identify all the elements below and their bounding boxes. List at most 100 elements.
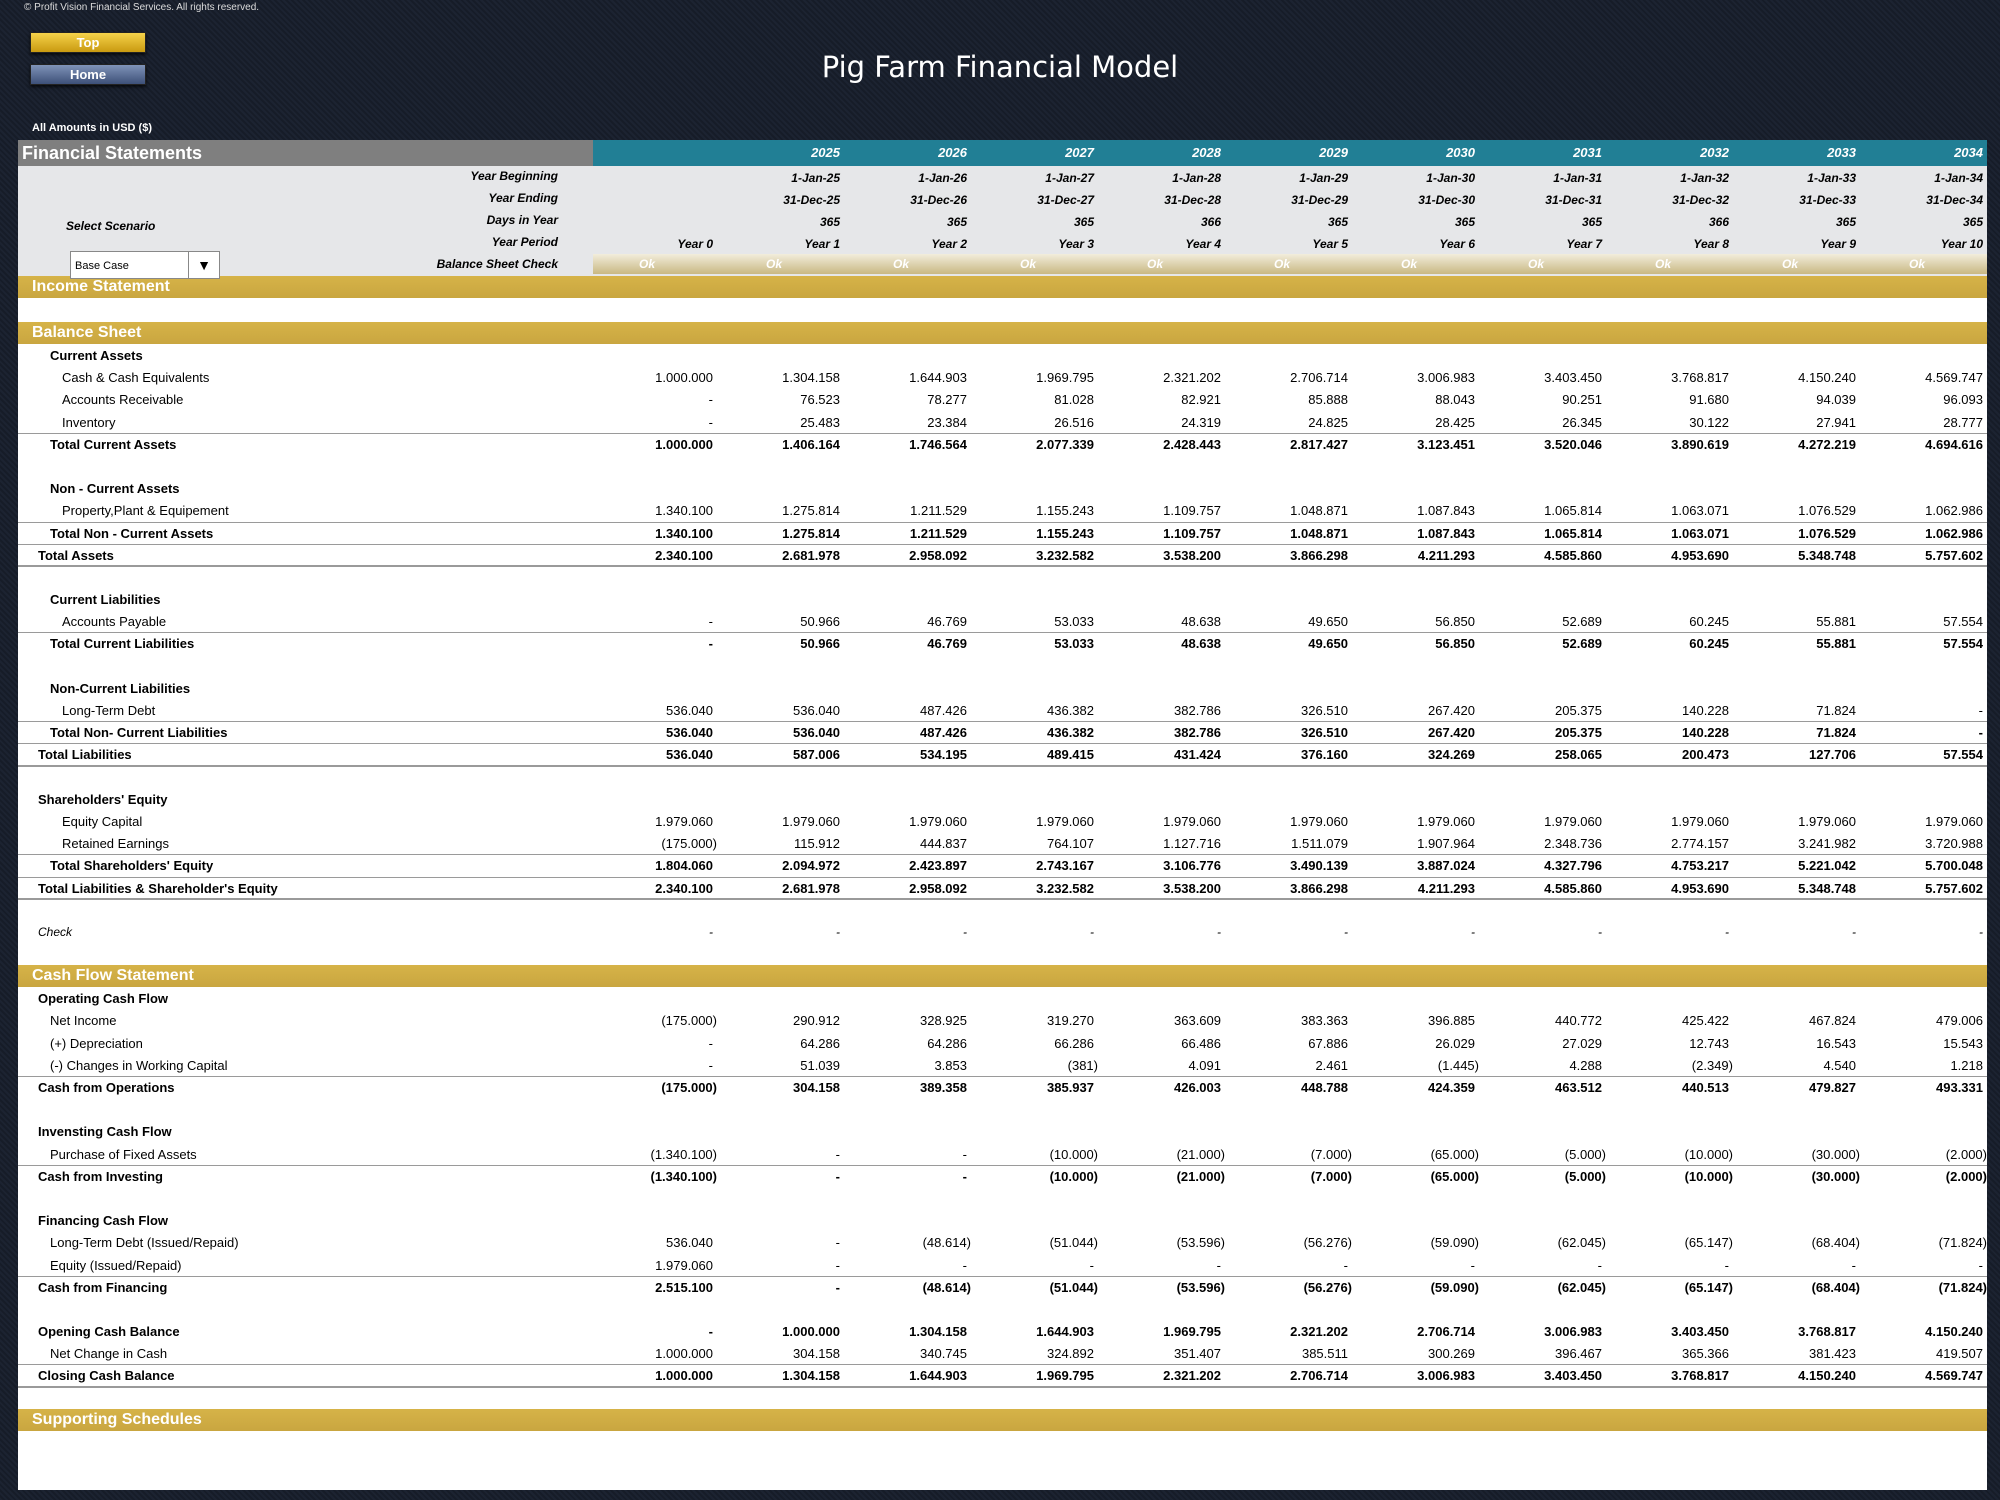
year-header-2032: 2032	[1700, 145, 1729, 160]
row-label: Invensting Cash Flow	[38, 1124, 172, 1140]
table-row: Financing Cash Flow	[18, 1209, 1987, 1231]
cell-value: (10.000)	[1049, 1168, 1098, 1184]
table-row: Invensting Cash Flow	[18, 1120, 1987, 1142]
balance-check-value: Ok	[1781, 257, 1798, 271]
cell-value: (62.045)	[1557, 1235, 1606, 1251]
cell-value: 764.107	[1047, 836, 1094, 852]
cell-value: 3.403.450	[1544, 1368, 1602, 1384]
cell-value: 1.340.100	[655, 503, 713, 519]
cell-value: 426.003	[1174, 1080, 1221, 1095]
cell-value: (51.044)	[1049, 1279, 1098, 1295]
cell-value: 64.286	[927, 1035, 967, 1051]
cell-value: 396.885	[1428, 1013, 1475, 1029]
home-button[interactable]: Home	[30, 64, 146, 85]
section-balance-sheet: Balance Sheet	[18, 322, 1987, 344]
cell-value: (53.596)	[1176, 1279, 1225, 1295]
cell-value: 1.969.795	[1036, 370, 1094, 386]
cell-value: 536.040	[793, 703, 840, 718]
sheet-header: Financial Statements 2025 2026 2027 2028 202…	[18, 140, 1987, 166]
cell-value: 48.638	[1181, 636, 1221, 652]
scenario-dropdown[interactable]: Base Case ▼	[70, 251, 220, 279]
table-row: Retained Earnings (175.000) 115.912 444.837…	[18, 832, 1987, 854]
table-row: Cash & Cash Equivalents 1.000.000 1.304.15…	[18, 366, 1987, 388]
table-row: Non - Current Assets	[18, 477, 1987, 499]
cell-value: 91.680	[1689, 392, 1729, 408]
cell-value: -	[1090, 924, 1094, 939]
year-period-value: Year 10	[1940, 237, 1983, 251]
table-row: Net Income (175.000) 290.912 328.925 319.270…	[18, 1009, 1987, 1031]
table-row: Total Current Liabilities - 50.966 46.769 53…	[18, 632, 1987, 654]
cell-value: 64.286	[800, 1035, 840, 1051]
year-beginning-label: Year Beginning	[470, 169, 558, 183]
cell-value: (65.147)	[1684, 1235, 1733, 1251]
cell-value: 1.076.529	[1798, 503, 1856, 519]
table-row: Current Assets	[18, 344, 1987, 366]
table-row: Check - - - - - - - - - - -	[18, 921, 1987, 943]
row-label: Financing Cash Flow	[38, 1213, 169, 1229]
year-beginning-value: 1-Jan-28	[1172, 171, 1221, 185]
cell-value: 55.881	[1816, 614, 1856, 630]
cell-value: 3.768.817	[1671, 1368, 1729, 1384]
cell-value: 2.321.202	[1290, 1324, 1348, 1340]
cell-value: 290.912	[793, 1013, 840, 1029]
cell-value: 28.777	[1943, 414, 1983, 430]
cell-value: 88.043	[1435, 392, 1475, 408]
cell-value: 27.941	[1816, 414, 1856, 430]
cell-value: 3.232.582	[1036, 880, 1094, 896]
cell-value: 1.000.000	[655, 436, 713, 452]
chevron-down-icon[interactable]: ▼	[188, 252, 219, 278]
days-in-year-value: 365	[946, 215, 967, 229]
cell-value: 53.033	[1054, 614, 1094, 630]
cell-value: -	[962, 1257, 967, 1273]
cell-value: 3.866.298	[1290, 547, 1348, 563]
cell-value: 46.769	[927, 614, 967, 630]
top-button[interactable]: Top	[30, 32, 146, 53]
cell-value: 16.543	[1816, 1035, 1856, 1051]
cell-value: 2.743.167	[1036, 858, 1094, 874]
cell-value: 467.824	[1809, 1013, 1856, 1029]
cell-value: 1.275.814	[782, 525, 840, 541]
cell-value: 5.348.748	[1798, 547, 1856, 563]
cell-value: 4.953.690	[1671, 880, 1729, 896]
days-in-year-label: Days in Year	[486, 213, 558, 227]
cell-value: 5.757.602	[1925, 880, 1983, 896]
year-header-2025: 2025	[811, 145, 840, 160]
cell-value: 56.850	[1435, 614, 1475, 630]
cell-value: 3.890.619	[1671, 436, 1729, 452]
balance-check-value: Ok	[1273, 257, 1290, 271]
cell-value: 536.040	[666, 1235, 713, 1251]
cell-value: 1.304.158	[909, 1324, 967, 1340]
table-row: Opening Cash Balance - 1.000.000 1.304.158 1…	[18, 1320, 1987, 1342]
cell-value: 48.638	[1181, 614, 1221, 630]
cell-value: -	[1597, 1257, 1602, 1273]
cell-value: 4.569.747	[1925, 1368, 1983, 1384]
cell-value: 52.689	[1562, 636, 1602, 652]
cell-value: -	[708, 614, 713, 630]
cell-value: 15.543	[1943, 1035, 1983, 1051]
row-label: Accounts Payable	[62, 614, 167, 630]
cell-value: 200.473	[1682, 747, 1729, 763]
table-row: Purchase of Fixed Assets (1.340.100) - - (10…	[18, 1143, 1987, 1165]
cell-value: 71.824	[1816, 703, 1856, 718]
cell-value: 493.331	[1936, 1080, 1983, 1095]
cell-value: 463.512	[1555, 1080, 1602, 1095]
row-label: Opening Cash Balance	[38, 1324, 180, 1340]
year-beginning-value: 1-Jan-31	[1553, 171, 1602, 185]
cell-value: 57.554	[1943, 747, 1983, 763]
cell-value: 51.039	[800, 1057, 840, 1073]
cell-value: 46.769	[927, 636, 967, 652]
cell-value: 1.979.060	[655, 813, 713, 829]
cell-value: (7.000)	[1310, 1168, 1352, 1184]
cell-value: 1.644.903	[909, 370, 967, 386]
table-row: Total Non- Current Liabilities 536.040 536…	[18, 721, 1987, 743]
cell-value: 2.348.736	[1544, 836, 1602, 852]
balance-check-value: Ok	[1146, 257, 1163, 271]
cell-value: 385.511	[1301, 1346, 1348, 1362]
cell-value: (65.000)	[1430, 1168, 1479, 1184]
table-row: Total Liabilities 536.040 587.006 534.195 48…	[18, 743, 1987, 767]
cell-value: 2.681.978	[782, 880, 840, 896]
table-row: Cash from Operations (175.000) 304.158 389.…	[18, 1076, 1987, 1098]
cell-value: 4.585.860	[1544, 547, 1602, 563]
cell-value: 1.969.795	[1163, 1324, 1221, 1340]
cell-value: -	[1851, 1257, 1856, 1273]
